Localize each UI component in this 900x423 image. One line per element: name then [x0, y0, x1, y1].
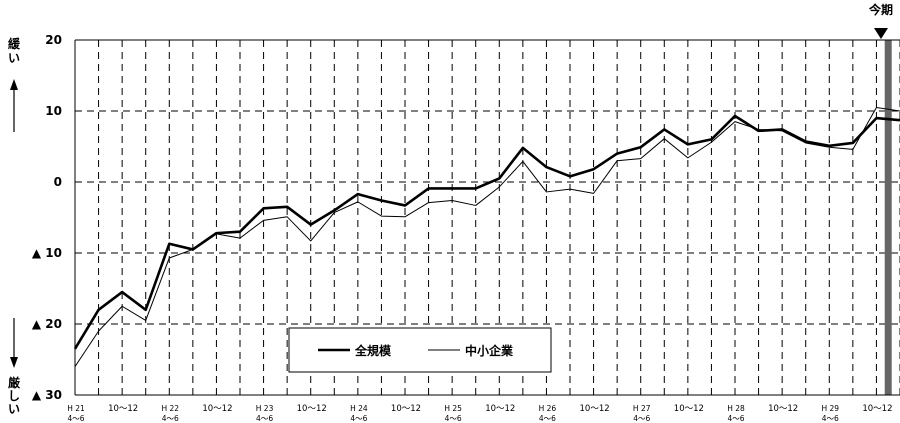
legend: 全規模 中小企業	[288, 327, 552, 373]
x-tick-label-sub: 4～6	[822, 414, 839, 423]
x-tick-label: 10～12	[580, 404, 610, 414]
x-tick-label: H 28	[727, 404, 745, 413]
x-tick-label: H 21	[67, 404, 85, 413]
x-tick-label-sub: 4～6	[727, 414, 744, 423]
x-tick-label-sub: 4～6	[539, 414, 556, 423]
x-tick-label: H 27	[633, 404, 651, 413]
x-tick-label: 10～12	[391, 404, 421, 414]
series-line-all	[73, 114, 900, 350]
x-tick-label: H 24	[350, 404, 368, 413]
y-axis-bottom-label: 厳しい	[8, 375, 21, 416]
x-tick-label: 10～12	[297, 404, 327, 414]
x-tick-labels: H 214～610～12 H 224～610～12 H 234～610～12 H 24…	[67, 404, 892, 423]
x-tick-label: H 29	[821, 404, 839, 413]
grid	[75, 40, 900, 395]
x-tick-label-sub: 4～6	[633, 414, 650, 423]
y-tick-label: ▲ 20	[32, 317, 62, 331]
x-tick-label: H 23	[256, 404, 274, 413]
current-period-bar	[884, 40, 892, 395]
series-group	[73, 106, 900, 367]
y-tick-label: ▲ 10	[32, 246, 62, 260]
x-tick-label: 10～12	[862, 404, 892, 414]
y-axis-top-label: 緩い	[8, 36, 21, 65]
up-arrow-icon	[10, 79, 18, 132]
down-arrow-icon	[10, 318, 18, 368]
x-tick-label: 10～12	[108, 404, 138, 414]
y-tick-label: 0	[54, 175, 62, 189]
x-tick-label-sub: 4～6	[67, 414, 84, 423]
y-axis-top-label-char: い	[8, 51, 20, 65]
series-line-sme	[74, 106, 900, 367]
x-tick-label-sub: 4～6	[445, 414, 462, 423]
x-tick-label-sub: 4～6	[162, 414, 179, 423]
y-axis-bottom-label-char: 厳	[8, 375, 21, 390]
x-tick-label: H 26	[539, 404, 557, 413]
x-tick-label: 10～12	[485, 404, 515, 414]
current-period-label: 今期	[868, 2, 893, 17]
x-tick-label-sub: 4～6	[256, 414, 273, 423]
y-tick-labels: 20 10 0 ▲ 10 ▲ 20 ▲ 30	[32, 33, 62, 402]
y-axis-bottom-label-char: し	[8, 389, 20, 403]
legend-label-all: 全規模	[354, 343, 392, 358]
legend-label-sme: 中小企業	[465, 343, 514, 358]
x-tick-label: 10～12	[768, 404, 798, 414]
y-tick-label: ▲ 30	[32, 388, 62, 402]
y-axis-top-label-char: 緩	[8, 36, 21, 51]
y-axis-bottom-label-char: い	[8, 402, 20, 416]
y-tick-label: 20	[45, 33, 62, 47]
x-tick-label-sub: 4～6	[350, 414, 367, 423]
x-tick-label: H 25	[444, 404, 462, 413]
x-tick-label: H 22	[161, 404, 179, 413]
x-tick-label: 10～12	[674, 404, 704, 414]
y-tick-label: 10	[45, 104, 62, 118]
plot-frame	[74, 39, 900, 396]
x-tick-label: 10～12	[202, 404, 232, 414]
current-period-triangle-icon	[874, 28, 888, 39]
